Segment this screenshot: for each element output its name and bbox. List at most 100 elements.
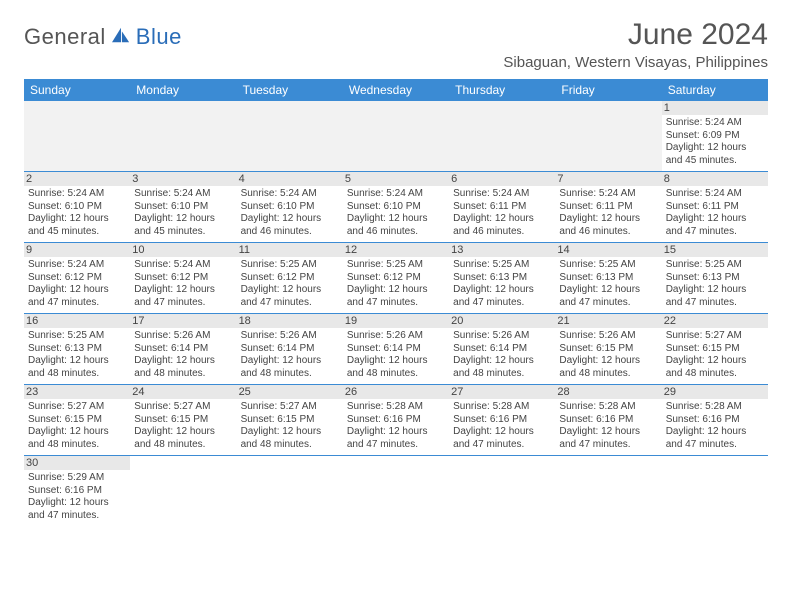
day-cell: 21 Sunrise: 5:26 AM Sunset: 6:15 PM Dayl…: [555, 314, 661, 384]
daylight-text: Daylight: 12 hours: [28, 426, 126, 439]
sunrise-text: Sunrise: 5:25 AM: [241, 259, 339, 272]
sunrise-text: Sunrise: 5:25 AM: [559, 259, 657, 272]
daylight-text: and 47 minutes.: [28, 510, 126, 523]
day-number: 23: [24, 385, 130, 399]
sunrise-text: Sunrise: 5:24 AM: [28, 188, 126, 201]
daylight-text: and 47 minutes.: [134, 297, 232, 310]
sunrise-text: Sunrise: 5:24 AM: [28, 259, 126, 272]
sunrise-text: Sunrise: 5:26 AM: [134, 330, 232, 343]
daylight-text: and 48 minutes.: [241, 368, 339, 381]
daylight-text: and 47 minutes.: [241, 297, 339, 310]
sunrise-text: Sunrise: 5:26 AM: [559, 330, 657, 343]
day-cell: 25 Sunrise: 5:27 AM Sunset: 6:15 PM Dayl…: [237, 385, 343, 455]
sunrise-text: Sunrise: 5:28 AM: [559, 401, 657, 414]
sunset-text: Sunset: 6:13 PM: [666, 272, 764, 285]
sunset-text: Sunset: 6:16 PM: [559, 414, 657, 427]
location-subtitle: Sibaguan, Western Visayas, Philippines: [503, 54, 768, 71]
empty-cell: [449, 101, 555, 171]
day-number: 26: [343, 385, 449, 399]
daylight-text: Daylight: 12 hours: [134, 355, 232, 368]
sunset-text: Sunset: 6:15 PM: [241, 414, 339, 427]
day-number: 2: [24, 172, 130, 186]
sunrise-text: Sunrise: 5:24 AM: [347, 188, 445, 201]
daylight-text: Daylight: 12 hours: [241, 426, 339, 439]
week-row: 23 Sunrise: 5:27 AM Sunset: 6:15 PM Dayl…: [24, 385, 768, 456]
day-number: 3: [130, 172, 236, 186]
day-number: 17: [130, 314, 236, 328]
daylight-text: and 48 minutes.: [28, 439, 126, 452]
daylight-text: and 48 minutes.: [559, 368, 657, 381]
sunset-text: Sunset: 6:12 PM: [241, 272, 339, 285]
day-cell: 24 Sunrise: 5:27 AM Sunset: 6:15 PM Dayl…: [130, 385, 236, 455]
daylight-text: and 48 minutes.: [666, 368, 764, 381]
day-number: 27: [449, 385, 555, 399]
daylight-text: Daylight: 12 hours: [666, 142, 764, 155]
day-cell: 23 Sunrise: 5:27 AM Sunset: 6:15 PM Dayl…: [24, 385, 130, 455]
sunrise-text: Sunrise: 5:26 AM: [453, 330, 551, 343]
logo-text-blue: Blue: [136, 24, 182, 50]
day-number: 15: [662, 243, 768, 257]
header: General Blue June 2024 Sibaguan, Western…: [24, 18, 768, 71]
sunset-text: Sunset: 6:12 PM: [347, 272, 445, 285]
daylight-text: Daylight: 12 hours: [28, 213, 126, 226]
sunrise-text: Sunrise: 5:24 AM: [666, 188, 764, 201]
empty-cell: [130, 456, 236, 526]
day-number: 14: [555, 243, 661, 257]
month-title: June 2024: [503, 18, 768, 52]
daylight-text: and 47 minutes.: [666, 297, 764, 310]
sunrise-text: Sunrise: 5:29 AM: [28, 472, 126, 485]
day-cell: 28 Sunrise: 5:28 AM Sunset: 6:16 PM Dayl…: [555, 385, 661, 455]
sunrise-text: Sunrise: 5:26 AM: [241, 330, 339, 343]
day-number: 25: [237, 385, 343, 399]
daylight-text: and 48 minutes.: [241, 439, 339, 452]
day-number: 1: [662, 101, 768, 115]
day-number: 19: [343, 314, 449, 328]
day-cell: 17 Sunrise: 5:26 AM Sunset: 6:14 PM Dayl…: [130, 314, 236, 384]
sunrise-text: Sunrise: 5:24 AM: [453, 188, 551, 201]
sunrise-text: Sunrise: 5:28 AM: [453, 401, 551, 414]
sunset-text: Sunset: 6:15 PM: [134, 414, 232, 427]
sunrise-text: Sunrise: 5:28 AM: [666, 401, 764, 414]
empty-cell: [343, 456, 449, 526]
daylight-text: and 46 minutes.: [559, 226, 657, 239]
day-cell: 13 Sunrise: 5:25 AM Sunset: 6:13 PM Dayl…: [449, 243, 555, 313]
daylight-text: and 47 minutes.: [559, 297, 657, 310]
day-cell: 12 Sunrise: 5:25 AM Sunset: 6:12 PM Dayl…: [343, 243, 449, 313]
daylight-text: and 47 minutes.: [347, 297, 445, 310]
day-cell: 2 Sunrise: 5:24 AM Sunset: 6:10 PM Dayli…: [24, 172, 130, 242]
daylight-text: and 48 minutes.: [347, 368, 445, 381]
daylight-text: Daylight: 12 hours: [347, 355, 445, 368]
daylight-text: Daylight: 12 hours: [559, 426, 657, 439]
daylight-text: and 47 minutes.: [347, 439, 445, 452]
daylight-text: and 47 minutes.: [666, 226, 764, 239]
day-number: 11: [237, 243, 343, 257]
daylight-text: Daylight: 12 hours: [134, 426, 232, 439]
day-number: 6: [449, 172, 555, 186]
day-cell: 19 Sunrise: 5:26 AM Sunset: 6:14 PM Dayl…: [343, 314, 449, 384]
day-number: 5: [343, 172, 449, 186]
day-number: 16: [24, 314, 130, 328]
day-cell: 4 Sunrise: 5:24 AM Sunset: 6:10 PM Dayli…: [237, 172, 343, 242]
daylight-text: and 46 minutes.: [347, 226, 445, 239]
empty-cell: [237, 456, 343, 526]
day-cell: 29 Sunrise: 5:28 AM Sunset: 6:16 PM Dayl…: [662, 385, 768, 455]
sunset-text: Sunset: 6:15 PM: [28, 414, 126, 427]
daylight-text: and 46 minutes.: [241, 226, 339, 239]
daylight-text: and 47 minutes.: [453, 439, 551, 452]
daylight-text: and 48 minutes.: [453, 368, 551, 381]
sunrise-text: Sunrise: 5:25 AM: [453, 259, 551, 272]
daylight-text: Daylight: 12 hours: [666, 426, 764, 439]
daylight-text: Daylight: 12 hours: [453, 284, 551, 297]
weekday-header: Thursday: [449, 79, 555, 101]
sunset-text: Sunset: 6:16 PM: [666, 414, 764, 427]
day-cell: 11 Sunrise: 5:25 AM Sunset: 6:12 PM Dayl…: [237, 243, 343, 313]
daylight-text: and 45 minutes.: [134, 226, 232, 239]
sunrise-text: Sunrise: 5:27 AM: [241, 401, 339, 414]
day-number: 29: [662, 385, 768, 399]
sunset-text: Sunset: 6:16 PM: [28, 485, 126, 498]
daylight-text: Daylight: 12 hours: [559, 284, 657, 297]
day-cell: 18 Sunrise: 5:26 AM Sunset: 6:14 PM Dayl…: [237, 314, 343, 384]
week-row: 1 Sunrise: 5:24 AM Sunset: 6:09 PM Dayli…: [24, 101, 768, 172]
sunrise-text: Sunrise: 5:25 AM: [347, 259, 445, 272]
sunrise-text: Sunrise: 5:26 AM: [347, 330, 445, 343]
